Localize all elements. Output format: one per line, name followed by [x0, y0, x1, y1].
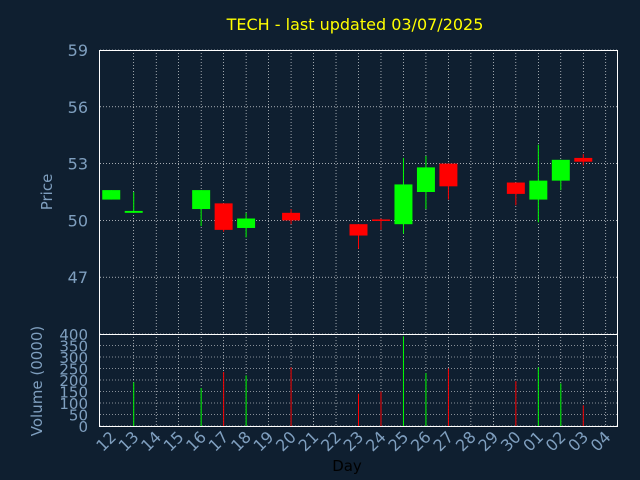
candle-body: [102, 190, 121, 200]
candle-body: [529, 180, 548, 200]
candle: [439, 163, 458, 200]
price-axis-label: Price: [38, 174, 56, 211]
candle-body: [574, 157, 593, 162]
candle-body: [551, 159, 570, 181]
price-y-tick-label: 53: [68, 155, 88, 174]
volume-y-tick-label: 350: [59, 338, 88, 356]
price-y-tick-label: 47: [68, 268, 88, 287]
candle: [506, 182, 525, 206]
candle: [124, 192, 143, 213]
volume-bars: [133, 336, 584, 426]
candle-body: [124, 210, 143, 213]
price-y-tick-label: 59: [68, 41, 88, 60]
candle-body: [237, 218, 256, 228]
volume-y-tick-label: 300: [59, 349, 88, 367]
candle: [371, 218, 390, 230]
chart-title: TECH - last updated 03/07/2025: [226, 15, 484, 34]
candle-body: [192, 190, 211, 210]
volume-y-tick-label: 200: [59, 372, 88, 390]
candle: [282, 209, 301, 225]
candle: [214, 203, 233, 232]
candle-body: [349, 224, 368, 236]
volume-y-tick-label: 50: [69, 407, 88, 425]
candle: [416, 156, 435, 210]
candle: [102, 190, 121, 200]
price-candles: [102, 144, 593, 249]
price-y-tick-label: 50: [68, 211, 88, 230]
volume-y-tick-label: 0: [78, 418, 88, 436]
candle-body: [371, 219, 390, 221]
volume-y-tick-label: 250: [59, 361, 88, 379]
volume-y-tick-label: 150: [59, 384, 88, 402]
candle: [529, 144, 548, 223]
candle: [237, 212, 256, 238]
candle-body: [439, 163, 458, 187]
candle-body: [282, 212, 301, 221]
volume-axis-label: Volume (0000): [28, 326, 46, 436]
x-ticks: 1213141516171819202122232425262728293001…: [92, 427, 614, 455]
candle: [192, 190, 211, 227]
candle-body: [506, 182, 525, 194]
candle-body: [416, 167, 435, 192]
volume-y-tick-label: 100: [59, 395, 88, 413]
candle: [394, 157, 413, 234]
price-y-tick-label: 56: [68, 98, 88, 117]
candle: [349, 224, 368, 249]
candle: [551, 159, 570, 191]
volume-y-tick-label: 400: [59, 326, 88, 344]
price-y-ticks: 47 50 53 56 59: [68, 41, 88, 287]
candle: [574, 154, 593, 166]
x-axis-label: Day: [332, 457, 362, 475]
candle-body: [214, 203, 233, 230]
candle-body: [394, 184, 413, 225]
volume-plot-frame: [99, 334, 618, 427]
